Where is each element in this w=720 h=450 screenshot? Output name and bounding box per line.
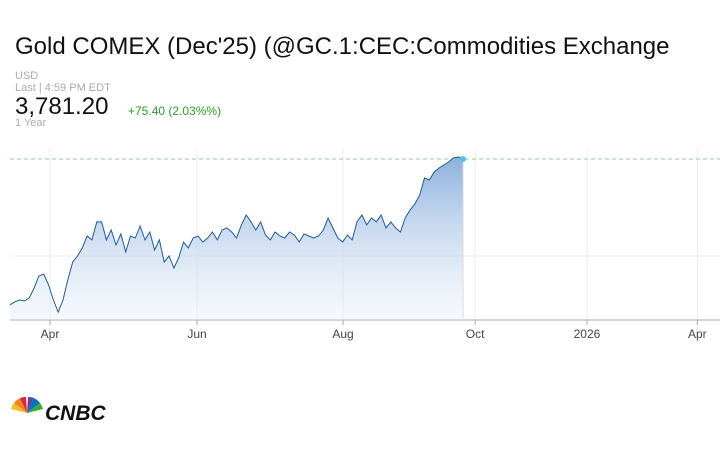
currency: USD: [15, 70, 39, 82]
last-update: Last | 4:59 PM EDT: [15, 82, 111, 94]
x-tick-label: Jun: [187, 327, 206, 341]
change: +75.40 (2.03%%): [128, 104, 222, 118]
last-point: [460, 156, 467, 163]
x-tick-label: Oct: [466, 327, 485, 341]
range: 1 Year: [15, 117, 47, 129]
title: Gold COMEX (Dec'25) (@GC.1:CEC:Commoditi…: [15, 33, 670, 60]
x-tick-label: Aug: [332, 327, 353, 341]
brand: CNBC: [45, 402, 106, 425]
x-tick-label: Apr: [688, 327, 707, 341]
x-tick-label: 2026: [574, 327, 601, 341]
logo: CNBC: [11, 396, 106, 425]
x-tick-label: Apr: [41, 327, 60, 341]
price: 3,781.20: [15, 93, 109, 120]
price-line: [9, 156, 464, 314]
